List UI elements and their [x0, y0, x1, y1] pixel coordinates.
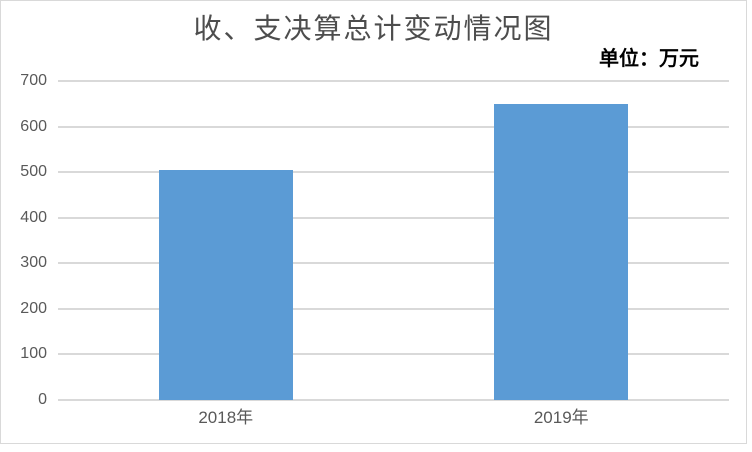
- bar-2018: [158, 169, 293, 400]
- y-axis: 0 100 200 300 400 500 600 700: [1, 72, 48, 408]
- unit-label: 单位：万元: [599, 48, 699, 70]
- gridline-300: [58, 262, 729, 265]
- y-tick-label-500: 500: [20, 163, 47, 181]
- y-tick-label-200: 200: [20, 299, 47, 317]
- y-tick-label-600: 600: [20, 117, 47, 135]
- y-tick-label-0: 0: [38, 391, 47, 408]
- y-tick-label-700: 700: [20, 72, 47, 89]
- x-tick-label-2018: 2018年: [198, 408, 254, 427]
- gridline-600: [58, 125, 729, 128]
- y-tick-label-100: 100: [20, 345, 47, 363]
- chart-frame: 收、支决算总计变动情况图 单位：万元 0 100 200 300 400 500 600 70…: [0, 0, 747, 444]
- gridline-200: [58, 307, 729, 310]
- x-axis: 2018年 2019年: [1, 407, 746, 433]
- y-tick-label-400: 400: [20, 208, 47, 226]
- bar-2019: [494, 103, 629, 400]
- plot-area: [58, 80, 729, 401]
- gridline-400: [58, 216, 729, 219]
- x-tick-label-2019: 2019年: [533, 408, 589, 427]
- chart-title: 收、支决算总计变动情况图: [193, 12, 554, 45]
- gridline-100: [58, 353, 729, 356]
- gridline-700: [58, 80, 729, 82]
- gridline-500: [58, 171, 729, 174]
- gridline-0: [58, 399, 729, 401]
- y-tick-label-300: 300: [20, 254, 47, 272]
